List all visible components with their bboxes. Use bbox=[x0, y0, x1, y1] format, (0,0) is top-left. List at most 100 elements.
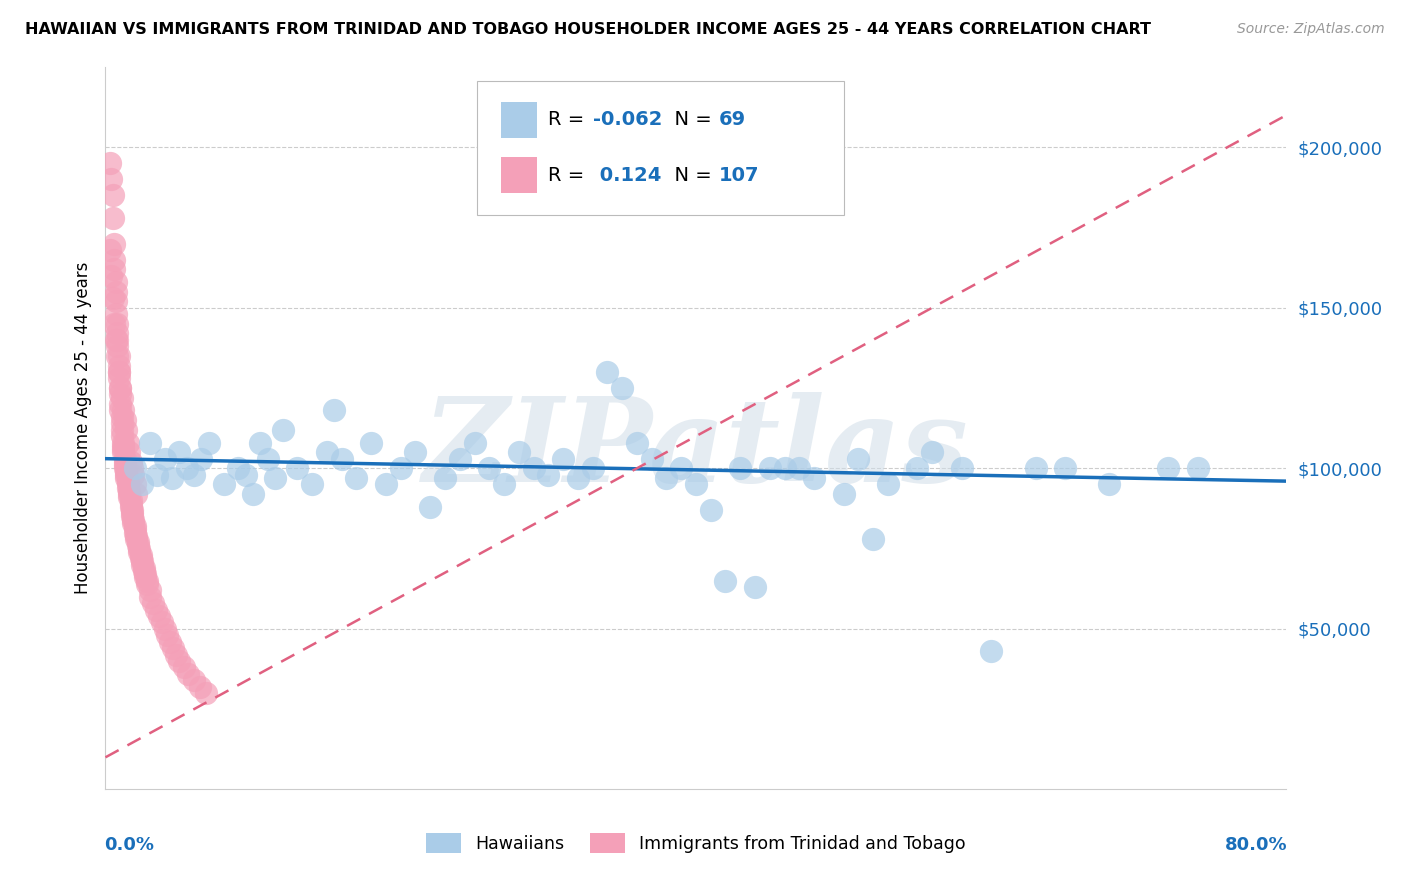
Point bbox=[464, 435, 486, 450]
Text: -0.062: -0.062 bbox=[593, 110, 662, 129]
Point bbox=[124, 477, 146, 491]
Point bbox=[110, 397, 132, 411]
Point bbox=[124, 525, 146, 540]
Point bbox=[156, 628, 179, 642]
Point bbox=[115, 423, 138, 437]
Point bbox=[111, 417, 134, 431]
Point bbox=[389, 461, 412, 475]
Point bbox=[111, 429, 134, 443]
Point bbox=[508, 445, 530, 459]
Point bbox=[132, 564, 155, 578]
Point bbox=[330, 451, 353, 466]
Point bbox=[127, 535, 149, 549]
Point bbox=[162, 641, 184, 656]
Point bbox=[104, 333, 127, 347]
Point bbox=[159, 634, 181, 648]
Point bbox=[699, 503, 723, 517]
Point bbox=[235, 467, 257, 482]
Point bbox=[105, 326, 128, 341]
Point bbox=[212, 477, 235, 491]
Point bbox=[131, 477, 153, 491]
Point bbox=[787, 461, 810, 475]
Point bbox=[160, 471, 183, 485]
Point bbox=[127, 538, 149, 552]
Point bbox=[103, 317, 125, 331]
Point bbox=[107, 365, 129, 379]
Point bbox=[121, 461, 143, 475]
Point bbox=[124, 461, 146, 475]
Point bbox=[264, 471, 287, 485]
Point bbox=[169, 445, 191, 459]
Point bbox=[111, 391, 134, 405]
Point bbox=[877, 477, 900, 491]
Point bbox=[98, 156, 121, 170]
Point bbox=[107, 349, 129, 363]
Point bbox=[117, 474, 139, 488]
Point bbox=[115, 465, 138, 479]
Point bbox=[360, 435, 382, 450]
Point bbox=[374, 477, 398, 491]
Point bbox=[124, 519, 146, 533]
Text: 80.0%: 80.0% bbox=[1225, 837, 1288, 855]
Point bbox=[110, 403, 132, 417]
Point bbox=[120, 493, 142, 508]
Point bbox=[120, 455, 142, 469]
Point bbox=[190, 451, 212, 466]
Point bbox=[124, 522, 146, 536]
Point bbox=[128, 545, 150, 559]
Text: N =: N = bbox=[662, 166, 717, 185]
Point bbox=[551, 451, 574, 466]
Legend: Hawaiians, Immigrants from Trinidad and Tobago: Hawaiians, Immigrants from Trinidad and … bbox=[419, 826, 973, 860]
Text: Source: ZipAtlas.com: Source: ZipAtlas.com bbox=[1237, 22, 1385, 37]
Point bbox=[115, 467, 138, 482]
Point bbox=[117, 477, 139, 491]
Point bbox=[105, 317, 128, 331]
Point bbox=[103, 262, 125, 277]
Point bbox=[183, 673, 205, 688]
Point bbox=[107, 365, 129, 379]
Point bbox=[110, 381, 132, 395]
Point bbox=[104, 294, 127, 309]
Point bbox=[242, 487, 264, 501]
Point bbox=[104, 307, 127, 321]
Text: R =: R = bbox=[548, 166, 591, 185]
Point bbox=[803, 471, 825, 485]
Point bbox=[132, 561, 155, 575]
Point bbox=[146, 467, 169, 482]
Point bbox=[111, 423, 134, 437]
Point bbox=[118, 490, 141, 504]
FancyBboxPatch shape bbox=[478, 81, 844, 215]
Point bbox=[257, 451, 280, 466]
Point bbox=[419, 500, 441, 514]
Point bbox=[846, 451, 869, 466]
Point bbox=[142, 596, 165, 610]
Point bbox=[121, 503, 143, 517]
Point bbox=[177, 666, 200, 681]
Text: 0.0%: 0.0% bbox=[104, 837, 155, 855]
Point bbox=[112, 435, 135, 450]
Point bbox=[118, 483, 141, 498]
Point bbox=[301, 477, 323, 491]
Point bbox=[101, 188, 124, 202]
Point bbox=[114, 451, 136, 466]
Point bbox=[1024, 461, 1046, 475]
Point bbox=[114, 413, 136, 427]
Point bbox=[449, 451, 471, 466]
Point bbox=[405, 445, 427, 459]
Point bbox=[315, 445, 337, 459]
Point bbox=[138, 590, 162, 604]
Point bbox=[730, 461, 752, 475]
Point bbox=[112, 403, 135, 417]
Point bbox=[128, 541, 150, 556]
Point bbox=[685, 477, 707, 491]
Point bbox=[862, 532, 884, 546]
Point bbox=[112, 445, 135, 459]
Point bbox=[188, 680, 211, 694]
Point bbox=[641, 451, 664, 466]
Point bbox=[610, 381, 633, 395]
Point bbox=[105, 333, 128, 347]
Point bbox=[107, 359, 129, 373]
Point bbox=[346, 471, 368, 485]
Text: 0.124: 0.124 bbox=[593, 166, 662, 185]
Point bbox=[122, 516, 145, 530]
